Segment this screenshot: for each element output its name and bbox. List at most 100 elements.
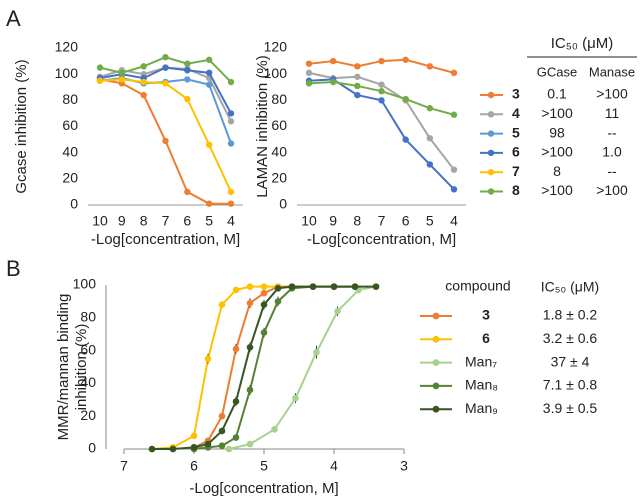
y-tick-label: 0 — [70, 196, 78, 212]
table-cell: >100 — [541, 182, 573, 198]
table-cell: -- — [607, 124, 617, 140]
legend-header: compound — [445, 278, 510, 294]
data-point — [162, 137, 169, 145]
y-tick-label: 80 — [80, 309, 96, 325]
legend-label: 3 — [482, 307, 490, 323]
x-tick-label: 7 — [120, 458, 128, 474]
data-point — [227, 110, 235, 117]
y-tick-label: 100 — [73, 276, 97, 292]
legend-value: 3.9 ± 0.5 — [543, 400, 598, 416]
fit-curve — [151, 285, 278, 450]
table-cell: 1.0 — [602, 144, 622, 160]
data-point — [274, 284, 282, 292]
legend-value: 37 ± 4 — [551, 353, 590, 369]
data-point — [204, 440, 212, 448]
table-cell: 8 — [553, 163, 561, 179]
data-point — [351, 283, 359, 290]
y-tick-label: 120 — [264, 39, 288, 55]
table-column: Manase — [589, 64, 635, 79]
legend-marker — [487, 169, 495, 176]
fit-curve — [152, 285, 376, 450]
data-point — [190, 432, 198, 440]
x-tick-label: 5 — [426, 213, 434, 229]
series-line — [99, 77, 232, 144]
y-tick-label: 40 — [80, 374, 96, 390]
data-point — [354, 82, 361, 90]
y-tick-label: 20 — [62, 170, 78, 186]
data-point — [140, 78, 147, 86]
data-point — [246, 440, 254, 448]
y-tick-label: 60 — [271, 117, 287, 133]
data-point — [184, 67, 191, 74]
y-tick-label: 80 — [62, 91, 78, 107]
data-point — [190, 444, 198, 451]
data-point — [184, 76, 191, 83]
data-point — [330, 283, 338, 290]
x-axis-label: -Log[concentration, M] — [189, 480, 338, 497]
data-point — [118, 76, 126, 83]
data-point — [246, 299, 254, 307]
legend-label: 8 — [512, 182, 520, 198]
legend-marker — [432, 312, 440, 320]
data-point — [162, 80, 169, 87]
data-point — [271, 426, 278, 433]
table-cell: 0.1 — [547, 86, 567, 102]
x-tick-label: 10 — [92, 213, 108, 229]
legend-marker — [432, 405, 440, 413]
data-point — [218, 412, 226, 420]
series-line — [99, 78, 232, 193]
data-point — [292, 394, 299, 402]
data-point — [204, 355, 212, 363]
data-point — [305, 60, 313, 67]
legend-label: Man₈ — [465, 377, 498, 393]
table-cell: 98 — [549, 124, 565, 140]
data-point — [334, 307, 341, 315]
data-point — [246, 386, 254, 394]
data-point — [288, 283, 296, 290]
data-point — [232, 345, 240, 353]
y-tick-label: 40 — [62, 143, 78, 159]
panel-label: B — [6, 256, 21, 281]
y-axis-label: inhibition (%) — [73, 324, 90, 411]
x-tick-label: 4 — [330, 458, 338, 474]
data-point — [246, 283, 254, 290]
legend-label: Man₇ — [465, 353, 497, 369]
legend-label: 7 — [512, 163, 520, 179]
data-point — [227, 140, 235, 147]
data-point — [227, 118, 235, 125]
data-point — [218, 442, 226, 450]
table-cell: >100 — [541, 105, 573, 121]
x-tick-label: 5 — [205, 213, 213, 229]
x-tick-label: 9 — [329, 213, 337, 229]
data-point — [225, 445, 233, 453]
data-point — [227, 78, 235, 86]
data-point — [140, 91, 147, 99]
data-point — [260, 283, 268, 290]
fit-curve — [228, 285, 377, 450]
data-point — [232, 398, 240, 405]
data-point — [378, 57, 385, 65]
data-point — [260, 289, 268, 297]
data-point — [426, 135, 434, 142]
data-point — [162, 64, 169, 71]
data-point — [450, 69, 458, 77]
legend-header: IC₅₀ (μM) — [541, 279, 599, 295]
data-point — [205, 81, 213, 88]
data-point — [218, 301, 226, 308]
table-cell: 11 — [605, 105, 620, 121]
legend-marker — [487, 111, 495, 118]
legend-label: Man₉ — [465, 400, 498, 416]
table-cell: >100 — [596, 86, 628, 102]
x-tick-label: 6 — [402, 213, 410, 229]
y-tick-label: 20 — [271, 170, 287, 186]
data-point — [329, 57, 337, 65]
data-point — [426, 161, 434, 168]
data-point — [260, 301, 268, 308]
x-tick-label: 9 — [118, 213, 126, 229]
data-point — [305, 69, 313, 77]
legend-value: 7.1 ± 0.8 — [543, 377, 598, 393]
table-header: IC₅₀ (μM) — [551, 35, 614, 52]
legend-marker — [432, 335, 440, 343]
x-tick-label: 8 — [140, 213, 148, 229]
